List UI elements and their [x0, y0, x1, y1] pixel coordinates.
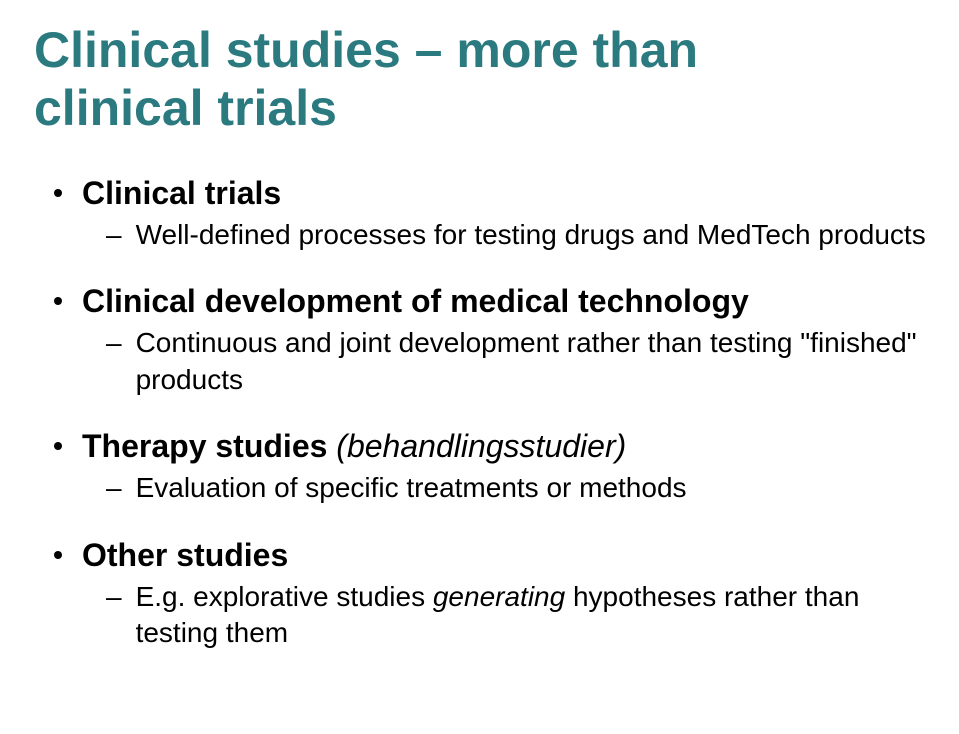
- list-item: Other studies – E.g. explorative studies…: [54, 535, 931, 652]
- bullet-row: Other studies: [54, 535, 931, 575]
- sub-list-item: – Well-defined processes for testing dru…: [106, 217, 931, 253]
- dash-icon: –: [106, 579, 122, 615]
- sub-list: – E.g. explorative studies generating hy…: [54, 579, 931, 652]
- item-heading: Clinical development of medical technolo…: [82, 281, 749, 321]
- bullet-icon: [54, 297, 62, 305]
- sub-text: Evaluation of specific treatments or met…: [136, 470, 687, 506]
- list-item: Clinical development of medical technolo…: [54, 281, 931, 398]
- sub-text: Continuous and joint development rather …: [136, 325, 931, 398]
- bullet-row: Clinical development of medical technolo…: [54, 281, 931, 321]
- bullet-row: Therapy studies (behandlingsstudier): [54, 426, 931, 466]
- sub-italic: generating: [433, 581, 565, 612]
- list-item: Clinical trials – Well-defined processes…: [54, 173, 931, 253]
- sub-list: – Continuous and joint development rathe…: [54, 325, 931, 398]
- heading-bold-part: Therapy studies: [82, 428, 336, 464]
- bullet-row: Clinical trials: [54, 173, 931, 213]
- list-item: Therapy studies (behandlingsstudier) – E…: [54, 426, 931, 506]
- heading-italic-part: (behandlingsstudier): [336, 428, 626, 464]
- sub-text: E.g. explorative studies generating hypo…: [136, 579, 931, 652]
- title-line-2: clinical trials: [34, 80, 337, 136]
- sub-prefix: E.g. explorative studies: [136, 581, 433, 612]
- content-list: Clinical trials – Well-defined processes…: [34, 173, 931, 651]
- bullet-icon: [54, 551, 62, 559]
- bullet-icon: [54, 189, 62, 197]
- sub-list-item: – E.g. explorative studies generating hy…: [106, 579, 931, 652]
- item-heading: Clinical trials: [82, 173, 281, 213]
- slide-title: Clinical studies – more than clinical tr…: [34, 22, 931, 137]
- sub-text: Well-defined processes for testing drugs…: [136, 217, 926, 253]
- sub-list: – Evaluation of specific treatments or m…: [54, 470, 931, 506]
- dash-icon: –: [106, 470, 122, 506]
- sub-list: – Well-defined processes for testing dru…: [54, 217, 931, 253]
- bullet-icon: [54, 442, 62, 450]
- item-heading: Therapy studies (behandlingsstudier): [82, 426, 626, 466]
- sub-list-item: – Continuous and joint development rathe…: [106, 325, 931, 398]
- sub-list-item: – Evaluation of specific treatments or m…: [106, 470, 931, 506]
- dash-icon: –: [106, 217, 122, 253]
- title-line-1: Clinical studies – more than: [34, 22, 698, 78]
- dash-icon: –: [106, 325, 122, 361]
- item-heading: Other studies: [82, 535, 288, 575]
